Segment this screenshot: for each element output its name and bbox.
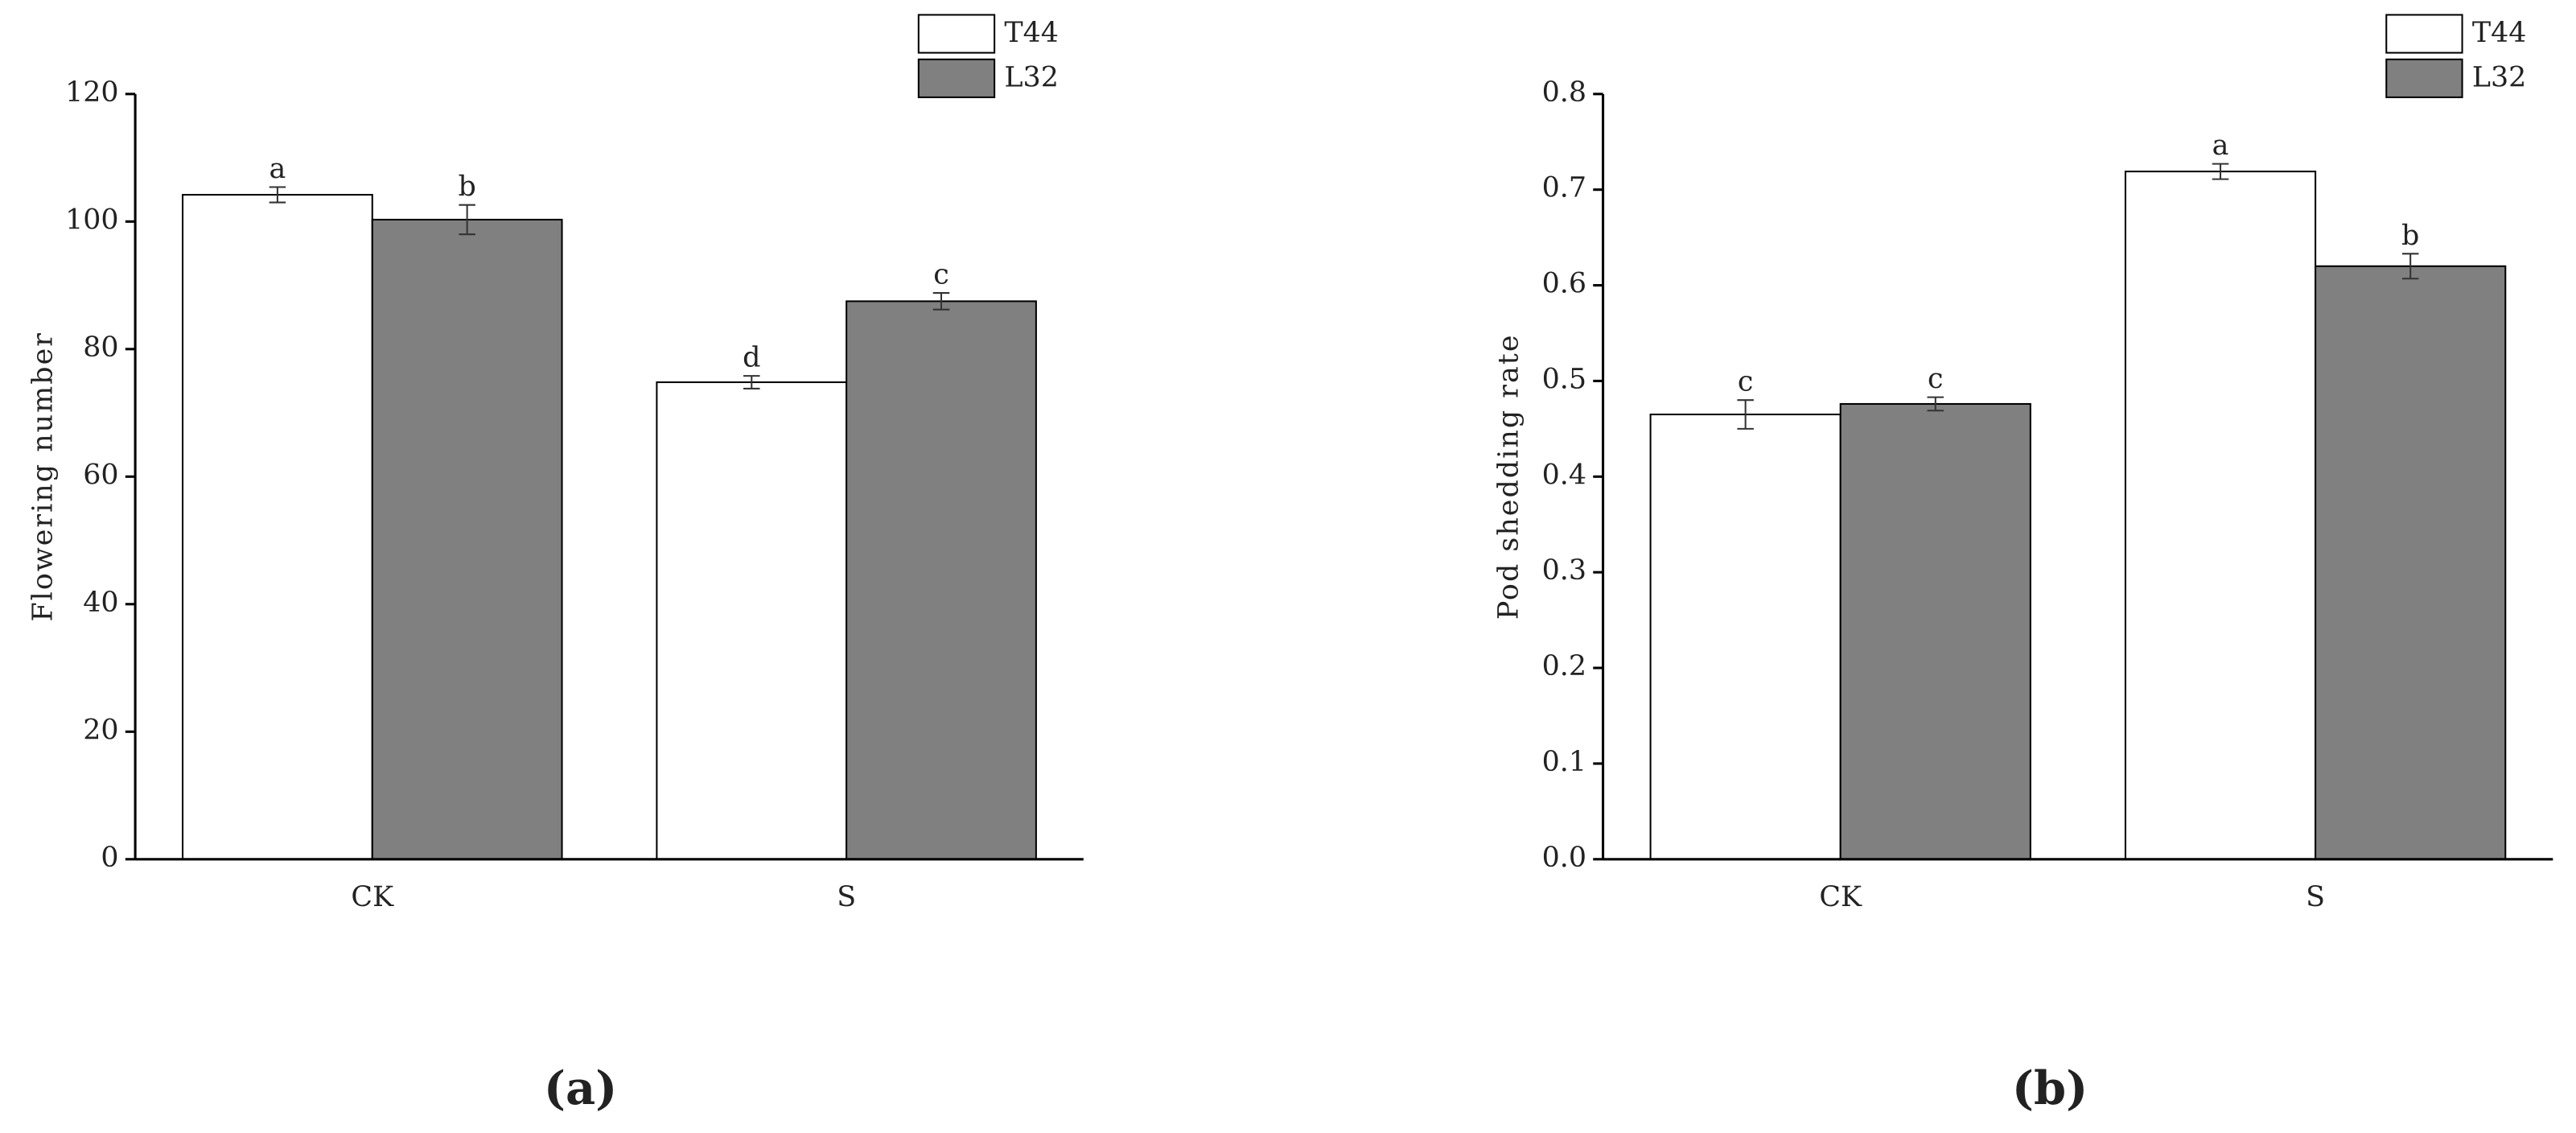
legend-label: T44 xyxy=(1004,17,1059,49)
error-bar xyxy=(1927,396,1944,412)
bar xyxy=(2315,265,2507,860)
error-bar xyxy=(743,375,760,389)
y-tick-label: 0.7 xyxy=(1542,172,1586,204)
significance-letter: a xyxy=(270,153,286,185)
legend-label: L32 xyxy=(1004,61,1058,93)
y-axis-label: Pod shedding rate xyxy=(1493,333,1525,620)
error-bar xyxy=(459,204,475,236)
bar xyxy=(656,381,848,860)
bar xyxy=(371,218,563,860)
legend-swatch xyxy=(2385,14,2463,54)
significance-letter: c xyxy=(933,259,949,291)
significance-letter: a xyxy=(2212,130,2229,162)
bar xyxy=(182,194,373,860)
error-bar xyxy=(932,292,950,311)
y-tick-label: 0 xyxy=(101,842,118,874)
y-tick-label: 120 xyxy=(65,76,118,109)
bar xyxy=(2124,171,2317,860)
y-tick-label: 0.8 xyxy=(1542,76,1586,109)
legend-swatch xyxy=(917,14,996,54)
bar xyxy=(846,300,1037,860)
y-tick-label: 0.6 xyxy=(1542,268,1586,300)
y-tick-label: 0.5 xyxy=(1542,363,1586,395)
x-tick-label: S xyxy=(837,881,856,913)
bar xyxy=(1839,402,2031,860)
legend-label: T44 xyxy=(2472,17,2527,49)
error-bar xyxy=(269,186,286,204)
y-axis-label: Flowering number xyxy=(27,332,59,621)
y-tick-label: 40 xyxy=(83,587,118,619)
bar xyxy=(1649,414,1841,860)
y-tick-label: 80 xyxy=(83,332,118,364)
legend-swatch xyxy=(2385,58,2463,98)
y-tick-label: 0.3 xyxy=(1542,554,1586,587)
x-tick-label: S xyxy=(2306,881,2325,913)
error-bar xyxy=(2401,253,2419,280)
error-bar xyxy=(2212,163,2229,180)
panel-label: (b) xyxy=(2012,1061,2088,1115)
legend-swatch xyxy=(917,58,996,98)
significance-letter: b xyxy=(2401,220,2419,252)
significance-letter: d xyxy=(743,342,760,374)
x-tick-label: CK xyxy=(351,881,394,913)
y-tick-label: 60 xyxy=(83,459,118,491)
panel-label: (a) xyxy=(544,1061,617,1115)
legend-label: L32 xyxy=(2472,61,2526,93)
y-tick-label: 0.0 xyxy=(1542,842,1586,874)
error-bar xyxy=(1737,399,1754,430)
x-tick-label: CK xyxy=(1819,881,1862,913)
y-tick-label: 0.4 xyxy=(1542,459,1586,491)
significance-letter: c xyxy=(1928,363,1944,395)
significance-letter: c xyxy=(1738,366,1754,398)
significance-letter: b xyxy=(458,171,475,203)
y-tick-label: 0.1 xyxy=(1542,746,1586,778)
y-tick-label: 20 xyxy=(83,714,118,746)
y-tick-label: 0.2 xyxy=(1542,650,1586,682)
y-tick-label: 100 xyxy=(65,204,118,236)
